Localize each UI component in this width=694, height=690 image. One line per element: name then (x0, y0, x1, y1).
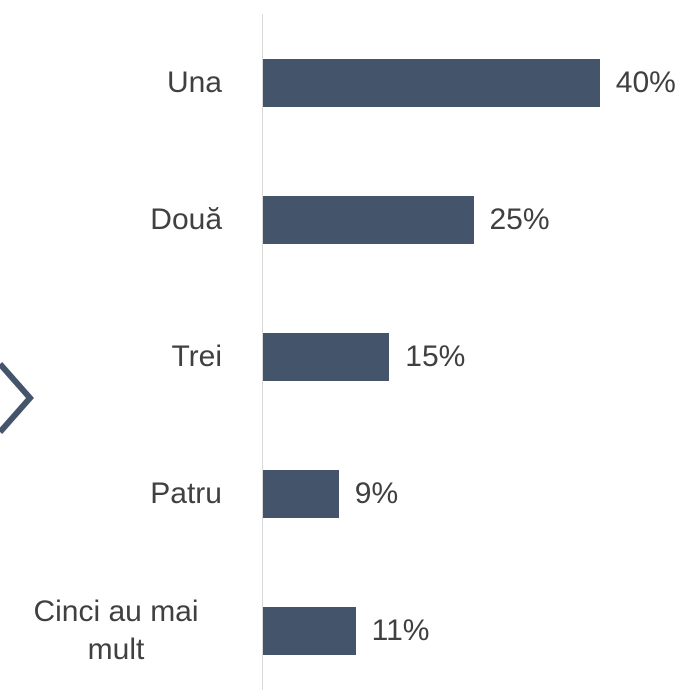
category-label: Trei (171, 338, 222, 376)
category-text: Una (166, 65, 222, 99)
category-text: Două (150, 202, 222, 236)
category-label: Cinci au mai mult (10, 593, 222, 669)
category-label: Una (167, 64, 222, 102)
category-label: Patru (150, 475, 222, 513)
bar (263, 195, 474, 244)
value-label: 25% (489, 202, 550, 236)
value-label: 11% (371, 613, 430, 647)
bar (263, 332, 390, 381)
category-text: Trei (171, 339, 222, 373)
category-text: Cinci au mai mult (33, 594, 199, 666)
value-label: 9% (354, 476, 399, 510)
bar (263, 58, 600, 107)
category-label: Două (150, 201, 222, 239)
category-axis (262, 14, 263, 690)
value-label: 40% (615, 65, 676, 99)
bar (263, 606, 356, 655)
category-text: Patru (150, 476, 222, 510)
value-label: 15% (405, 339, 466, 373)
chevron (0, 362, 35, 434)
chevron-decoration (0, 362, 35, 434)
bar (263, 469, 339, 518)
